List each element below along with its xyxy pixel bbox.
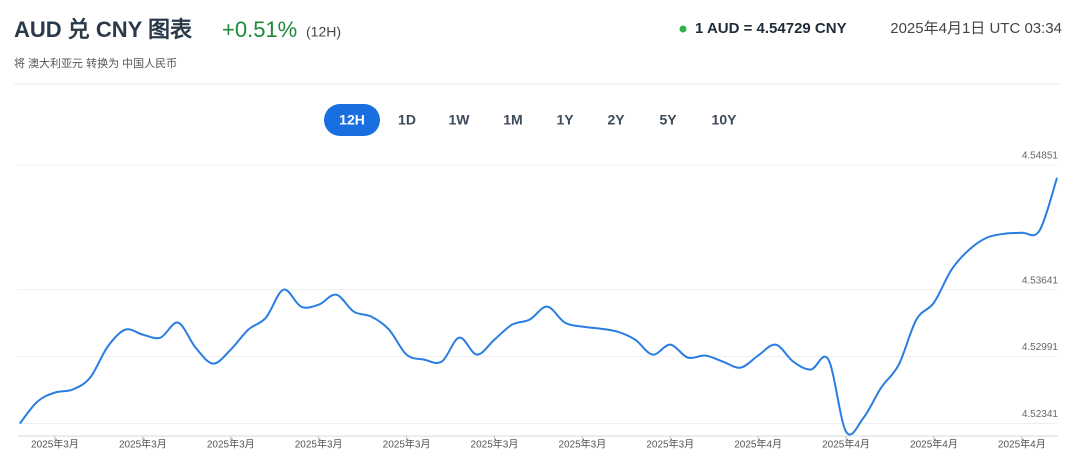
range-button[interactable]: 5Y bbox=[659, 112, 677, 128]
range-button-label: 1W bbox=[449, 112, 471, 128]
range-button-bg bbox=[324, 104, 380, 136]
x-tick-label: 2025年4月 bbox=[734, 438, 782, 451]
subtitle: 将 澳大利亚元 转换为 中国人民币 bbox=[14, 56, 177, 70]
x-tick-label: 2025年3月 bbox=[119, 438, 167, 451]
range-button[interactable]: 12H bbox=[324, 104, 380, 136]
plot: 4.52341 4.52991 4.53641 4.54851 2025年3月 2025年… bbox=[18, 151, 1058, 451]
range-button-label: 12H bbox=[339, 112, 365, 128]
x-tick-label: 2025年4月 bbox=[998, 438, 1046, 451]
range-button-label: 1M bbox=[503, 112, 522, 128]
range-button-label: 10Y bbox=[712, 112, 738, 128]
x-tick-label: 2025年3月 bbox=[471, 438, 519, 451]
range-button[interactable]: 1D bbox=[398, 112, 416, 128]
range-button-label: 1Y bbox=[556, 112, 574, 128]
x-tick-label: 2025年3月 bbox=[558, 438, 606, 451]
range-buttons: 12H 1D 1W 1M 1Y 2Y 5Y 10Y bbox=[324, 104, 737, 136]
x-tick-label: 2025年3月 bbox=[295, 438, 343, 451]
range-button[interactable]: 1W bbox=[449, 112, 471, 128]
y-tick-label: 4.52991 bbox=[1022, 342, 1059, 353]
range-button[interactable]: 1M bbox=[503, 112, 522, 128]
change-period: (12H) bbox=[306, 24, 341, 40]
x-tick-label: 2025年3月 bbox=[646, 438, 694, 451]
change-percent: +0.51% bbox=[222, 17, 297, 42]
range-button[interactable]: 1Y bbox=[556, 112, 574, 128]
x-tick-label: 2025年4月 bbox=[910, 438, 958, 451]
x-tick-label: 2025年3月 bbox=[383, 438, 431, 451]
range-button-label: 1D bbox=[398, 112, 416, 128]
y-tick-label: 4.54851 bbox=[1022, 151, 1059, 162]
x-tick-label: 2025年4月 bbox=[822, 438, 870, 451]
live-dot bbox=[679, 25, 687, 33]
rate: 1 AUD = 4.54729 CNY bbox=[695, 20, 847, 37]
x-tick-label: 2025年3月 bbox=[207, 438, 255, 451]
range-button-label: 5Y bbox=[659, 112, 677, 128]
timestamp: 2025年4月1日 UTC 03:34 bbox=[890, 20, 1062, 37]
range-button[interactable]: 10Y bbox=[712, 112, 738, 128]
range-button-label: 2Y bbox=[607, 112, 625, 128]
x-tick-label: 2025年3月 bbox=[31, 438, 79, 451]
range-button[interactable]: 2Y bbox=[607, 112, 625, 128]
y-tick-label: 4.52341 bbox=[1022, 409, 1059, 420]
y-tick-label: 4.53641 bbox=[1022, 275, 1059, 286]
rate-line bbox=[19, 177, 1058, 436]
chart-title: AUD 兑 CNY 图表 bbox=[14, 17, 193, 42]
